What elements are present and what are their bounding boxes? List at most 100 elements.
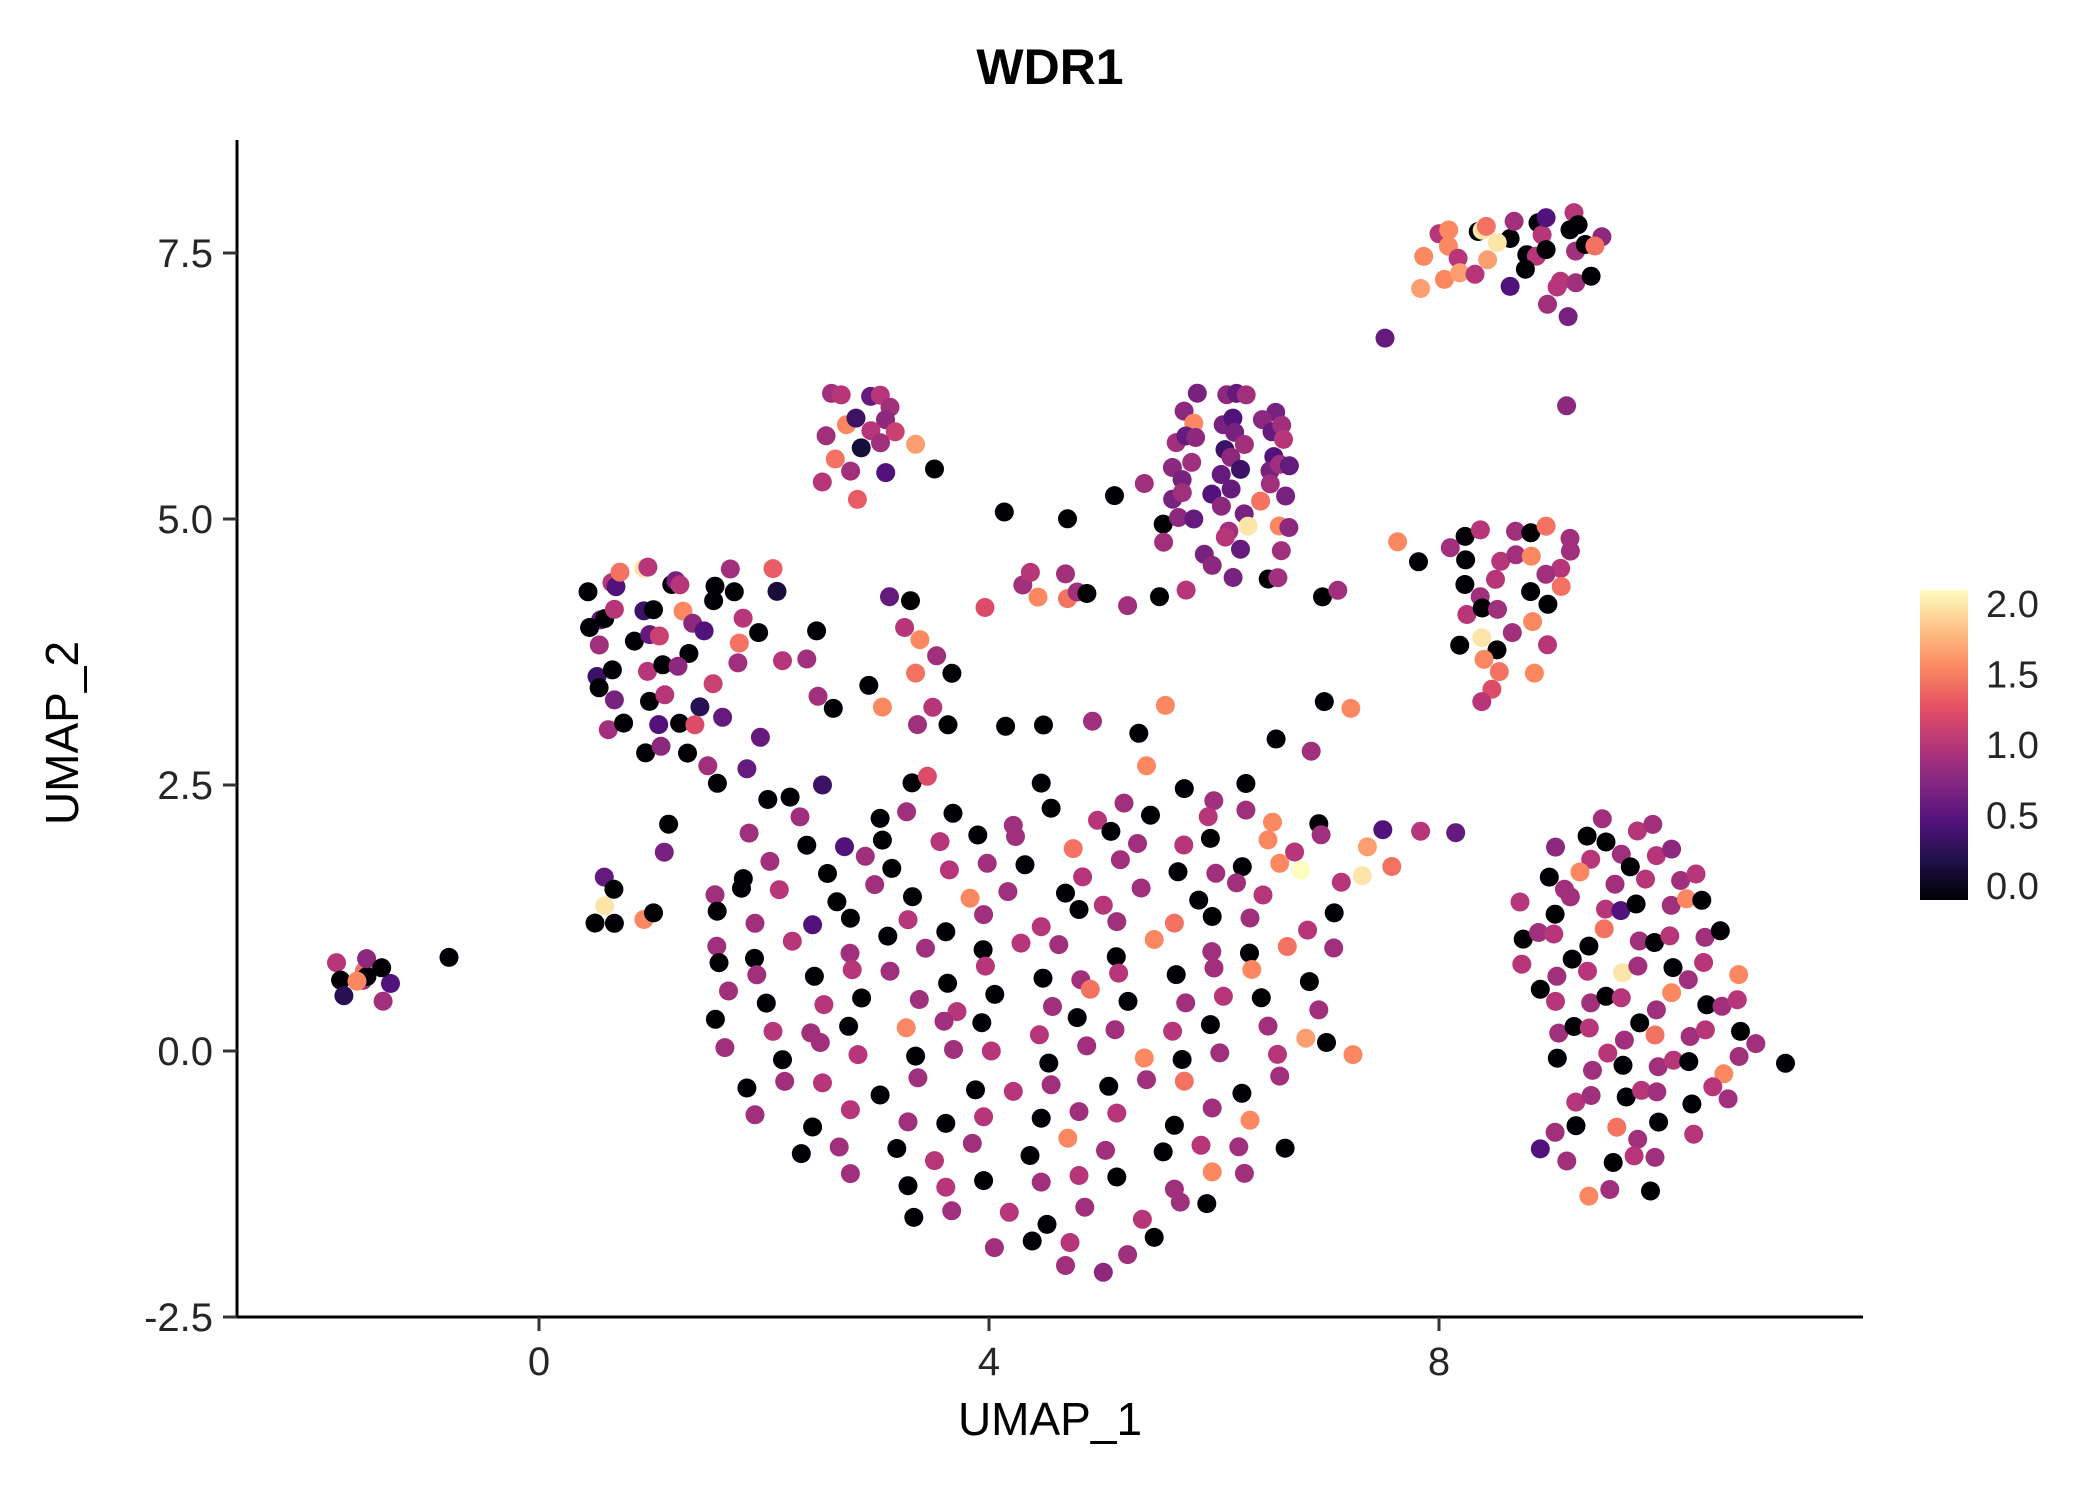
scatter-point — [707, 773, 727, 793]
plot-title: WDR1 — [976, 39, 1124, 95]
scatter-point — [1549, 1023, 1569, 1043]
scatter-point — [1174, 779, 1194, 799]
scatter-point — [578, 582, 598, 602]
scatter-point — [1628, 1129, 1648, 1149]
scatter-point — [974, 1171, 994, 1191]
scatter-point — [1547, 1048, 1567, 1068]
y-axis-label: UMAP_2 — [36, 640, 88, 826]
scatter-point — [1221, 479, 1241, 499]
scatter-point — [977, 853, 997, 873]
scatter-point — [835, 837, 854, 857]
scatter-point — [1714, 1064, 1734, 1084]
scatter-point — [999, 1202, 1019, 1222]
scatter-point — [381, 974, 400, 993]
scatter-point — [943, 803, 963, 823]
scatter-point — [1170, 1192, 1190, 1212]
scatter-point — [1626, 894, 1646, 914]
scatter-point — [1607, 1117, 1627, 1137]
scatter-point — [1128, 834, 1147, 853]
scatter-point — [885, 422, 905, 442]
scatter-point — [1694, 953, 1714, 972]
scatter-point — [1624, 1146, 1644, 1166]
scatter-point — [1546, 991, 1565, 1011]
scatter-point — [1067, 1008, 1087, 1028]
scatter-point — [1223, 568, 1243, 587]
scatter-point — [1154, 532, 1174, 552]
scatter-point — [439, 947, 459, 967]
scatter-point — [1710, 921, 1730, 941]
scatter-point — [1566, 1116, 1586, 1136]
scatter-point — [1536, 516, 1556, 536]
scatter-point — [1646, 846, 1666, 866]
scatter-point — [1144, 1227, 1164, 1247]
scatter-point — [1223, 408, 1243, 428]
scatter-point — [327, 953, 346, 973]
scatter-point — [1488, 599, 1507, 619]
scatter-point — [1163, 1021, 1183, 1041]
scatter-point — [1172, 483, 1192, 503]
scatter-point — [1153, 514, 1173, 534]
scatter-point — [670, 713, 690, 733]
scatter-point — [760, 851, 780, 871]
scatter-point — [1611, 988, 1631, 1008]
scatter-point — [870, 808, 890, 828]
scatter-point — [1134, 1048, 1154, 1068]
scatter-point — [1547, 966, 1567, 986]
scatter-point — [942, 663, 962, 683]
scatter-point — [1579, 1018, 1599, 1038]
scatter-point — [649, 715, 669, 735]
scatter-point — [1536, 564, 1556, 584]
scatter-point — [780, 787, 800, 807]
scatter-point — [1746, 1034, 1766, 1054]
scatter-point — [1093, 895, 1113, 915]
scatter-point — [698, 756, 718, 776]
scatter-point — [984, 1238, 1004, 1258]
scatter-point — [636, 743, 656, 763]
x-tick-label: 8 — [1428, 1340, 1450, 1384]
scatter-point — [668, 656, 688, 676]
scatter-point — [709, 953, 729, 973]
scatter-point — [1204, 791, 1224, 811]
scatter-point — [1596, 986, 1616, 1006]
scatter-point — [855, 846, 875, 866]
scatter-point — [1627, 821, 1647, 841]
scatter-point — [1211, 496, 1231, 516]
scatter-point — [925, 1151, 944, 1171]
scatter-point — [1137, 1070, 1156, 1090]
scatter-point — [1643, 814, 1663, 834]
scatter-point — [1489, 662, 1509, 682]
scatter-point — [1275, 1138, 1295, 1158]
scatter-point — [998, 882, 1018, 902]
scatter-point — [782, 931, 802, 951]
scatter-point — [1596, 832, 1616, 852]
scatter-point — [939, 860, 959, 880]
scatter-point — [758, 790, 778, 809]
scatter-point — [1298, 920, 1318, 940]
scatter-point — [1538, 594, 1558, 614]
scatter-point — [1388, 532, 1408, 552]
scatter-point — [1536, 208, 1556, 228]
scatter-point — [818, 864, 837, 883]
scatter-point — [887, 1139, 907, 1158]
scatter-point — [1581, 849, 1601, 869]
scatter-point — [962, 1133, 982, 1153]
scatter-point — [1069, 1166, 1089, 1185]
scatter-point — [966, 1080, 985, 1100]
scatter-point — [1080, 979, 1100, 999]
scatter-point — [1132, 1209, 1152, 1229]
scatter-point — [1680, 1027, 1700, 1046]
scatter-point — [1662, 839, 1682, 859]
scatter-point — [1176, 580, 1196, 600]
scatter-point — [902, 773, 922, 793]
scatter-point — [1529, 923, 1548, 942]
scatter-point — [1647, 1082, 1667, 1102]
scatter-point — [1641, 1181, 1660, 1201]
scatter-point — [1060, 1233, 1080, 1252]
scatter-point — [649, 626, 669, 646]
scatter-point — [1238, 516, 1258, 536]
scatter-point — [938, 715, 958, 735]
scatter-point — [1020, 562, 1040, 582]
scatter-point — [763, 1021, 783, 1041]
scatter-point — [1276, 486, 1296, 506]
scatter-point — [876, 463, 896, 483]
